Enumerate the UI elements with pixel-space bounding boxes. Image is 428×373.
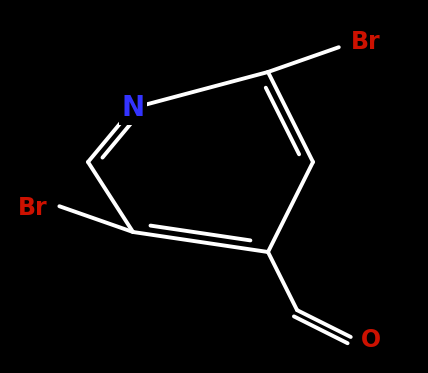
Text: Br: Br bbox=[18, 196, 48, 220]
Text: O: O bbox=[361, 328, 381, 352]
Text: Br: Br bbox=[351, 30, 380, 54]
Text: N: N bbox=[122, 94, 145, 122]
